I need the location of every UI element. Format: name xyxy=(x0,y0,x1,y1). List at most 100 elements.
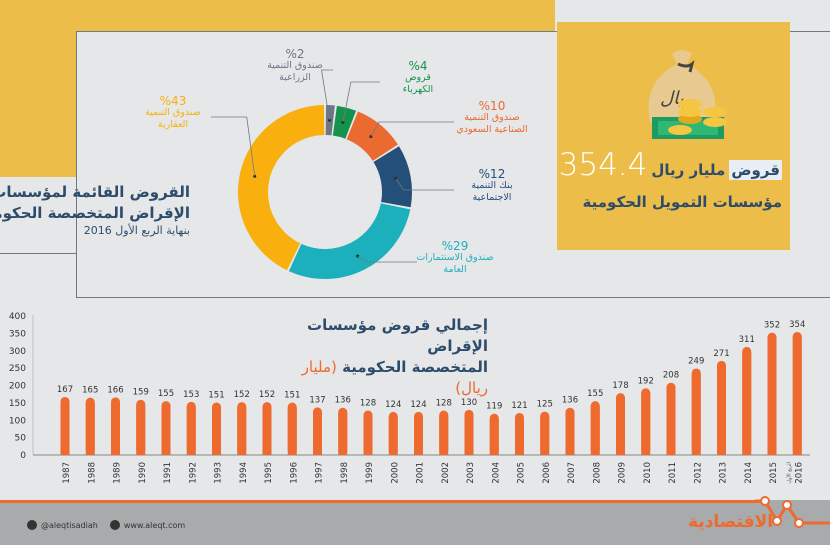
footer-line xyxy=(0,500,760,503)
x-tick-label: 1994 xyxy=(239,462,249,484)
slice-pct-label: %29 xyxy=(441,239,469,253)
bar-body xyxy=(439,415,449,455)
y-tick-label: 200 xyxy=(9,382,26,392)
x-tick-label: 2009 xyxy=(618,462,628,484)
x-tick-label: 1996 xyxy=(289,462,299,484)
bar-value-label: 151 xyxy=(208,391,224,401)
donut-panel xyxy=(76,31,830,298)
x-tick-label: 1998 xyxy=(340,462,350,484)
bar-body xyxy=(414,416,423,455)
donut-chart xyxy=(211,69,454,279)
y-tick-label: 300 xyxy=(9,347,26,357)
bar-body xyxy=(464,414,474,455)
x-tick-note: الربع الأول xyxy=(785,462,792,484)
slice-label: %2 صندوق التنمية الزراعية xyxy=(245,48,345,84)
leader-line xyxy=(395,178,454,191)
slice-label: %29 صندوق الاستثمارات العامة xyxy=(405,240,505,276)
bar-body xyxy=(515,417,524,455)
leader-line xyxy=(357,255,417,263)
bar-value-label: 152 xyxy=(234,390,250,400)
bar-value-label: 151 xyxy=(284,391,300,401)
bar-body xyxy=(388,416,398,455)
x-tick-label: 2012 xyxy=(693,462,703,484)
bar-value-label: 130 xyxy=(461,398,477,408)
bar-value-label: 167 xyxy=(57,385,73,395)
bar-body xyxy=(111,402,120,455)
bar-body xyxy=(742,351,752,455)
highlight-line2: مؤسسات التمويل الحكومية xyxy=(582,193,782,211)
slice-label: %43 صندوق التنمية العقارية xyxy=(123,95,223,131)
leader-line xyxy=(370,121,454,137)
slice-label: %10 صندوق التنمية الصناعية السعودي xyxy=(442,100,542,136)
x-tick-label: 1991 xyxy=(163,462,173,484)
bar-title-line1: إجمالي قروض مؤسسات الإقراض xyxy=(307,316,488,355)
x-tick-label: 1993 xyxy=(214,462,224,484)
bar-value-label: 159 xyxy=(133,388,149,398)
highlight-box: ريال قروض مليار ريال 354.4 مؤسسات التموي… xyxy=(557,22,790,250)
highlight-line1: قروض مليار ريال 354.4 xyxy=(559,148,782,182)
slice-label-line1: بنك التنمية xyxy=(471,180,513,191)
x-tick-label: 1988 xyxy=(87,462,97,484)
bar-body xyxy=(767,337,777,455)
bar-value-label: 136 xyxy=(562,396,578,406)
bar-value-label: 124 xyxy=(410,400,426,410)
footer xyxy=(0,500,830,545)
slice-label-line2: الكهرباء xyxy=(402,84,434,95)
bar-title-text: المتخصصة الحكومية xyxy=(342,358,488,376)
bar-body xyxy=(590,406,600,455)
bar-body xyxy=(212,407,221,455)
y-tick-label: 100 xyxy=(9,416,26,426)
x-tick-label: 1987 xyxy=(62,462,72,484)
x-tick-label: 2016 xyxy=(794,462,804,484)
slice-label: %4 قروض الكهرباء xyxy=(368,60,468,96)
keyword: قروض xyxy=(729,160,782,180)
bar-body xyxy=(691,373,701,455)
slice-label-line1: صندوق الاستثمارات xyxy=(416,252,494,263)
bar-body xyxy=(85,402,95,455)
x-tick-label: 2010 xyxy=(643,462,653,484)
donut-slice xyxy=(288,203,411,279)
slice-label-line2: الاجتماعية xyxy=(472,192,512,203)
y-tick-label: 350 xyxy=(9,329,26,339)
logo: الاقتصادية xyxy=(688,512,774,532)
bar-value-label: 352 xyxy=(764,321,780,331)
bar-value-label: 271 xyxy=(713,349,729,359)
y-tick-label: 50 xyxy=(15,434,27,444)
donut-title-line1: القروض القائمة لمؤسسات xyxy=(0,183,190,201)
bar-value-label: 124 xyxy=(385,400,401,410)
bar-value-label: 121 xyxy=(511,401,527,411)
bar-body xyxy=(616,398,625,455)
x-tick-label: 2011 xyxy=(668,462,678,484)
twitter-handle[interactable]: @aleqtisadiah xyxy=(41,520,98,530)
bar-value-label: 119 xyxy=(486,402,502,412)
x-tick-label: 2008 xyxy=(592,462,602,484)
donut-slice xyxy=(238,105,325,271)
bar-body xyxy=(237,407,247,455)
twitter-icon xyxy=(27,520,37,530)
bar-title: إجمالي قروض مؤسسات الإقراض المتخصصة الحك… xyxy=(300,315,488,399)
x-tick-label: 1995 xyxy=(264,462,274,484)
leader-dot xyxy=(253,174,257,178)
donut-slice xyxy=(373,146,413,208)
slice-label-line2: العقارية xyxy=(157,119,189,130)
bar-body xyxy=(565,412,575,455)
bar-value-label: 166 xyxy=(107,385,123,395)
bar-value-label: 128 xyxy=(436,399,452,409)
donut-subtitle: بنهاية الربع الأول 2016 xyxy=(83,224,190,237)
x-tick-label: 2007 xyxy=(567,462,577,484)
bar-body xyxy=(60,401,70,455)
bar-value-label: 192 xyxy=(638,376,654,386)
website-link[interactable]: www.aleqt.com xyxy=(123,520,186,530)
bar-value-label: 128 xyxy=(360,399,376,409)
x-tick-label: 1997 xyxy=(315,462,325,484)
total-value: 354.4 xyxy=(558,147,648,183)
bar-body xyxy=(489,418,499,455)
donut-title-line2: الإقراض المتخصصة الحكومية xyxy=(0,204,190,222)
x-tick-label: 2006 xyxy=(542,462,552,484)
bar-value-label: 137 xyxy=(309,395,325,405)
bar-body xyxy=(363,415,373,455)
bar-value-label: 208 xyxy=(663,371,679,381)
y-tick-label: 150 xyxy=(9,399,26,409)
x-tick-label: 2005 xyxy=(517,462,527,484)
bar-value-label: 249 xyxy=(688,356,704,366)
